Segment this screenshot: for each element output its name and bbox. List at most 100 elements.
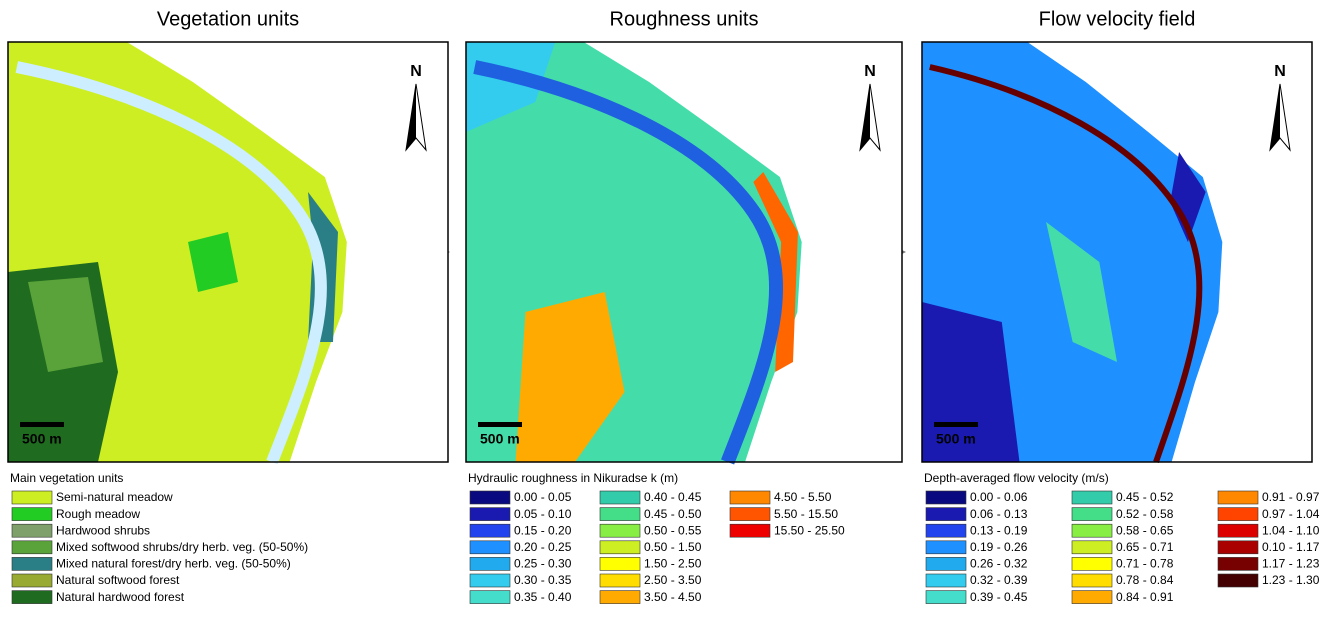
legend-swatch <box>1218 574 1258 587</box>
legend-label: 1.04 - 1.10 <box>1262 523 1320 537</box>
legend-label: 2.50 - 3.50 <box>644 573 702 587</box>
panel-title: Vegetation units <box>157 8 299 30</box>
panel: Vegetation units N 500 m Main vegetation un… <box>8 8 448 603</box>
legend-title: Hydraulic roughness in Nikuradse k (m) <box>468 471 678 485</box>
legend-swatch <box>12 574 52 587</box>
scale-label: 500 m <box>936 431 976 447</box>
legend-swatch <box>12 491 52 504</box>
north-label: N <box>1274 63 1286 80</box>
legend-label: 0.30 - 0.35 <box>514 573 572 587</box>
legend-label: Natural hardwood forest <box>56 590 185 604</box>
legend-swatch <box>470 491 510 504</box>
legend-title: Depth-averaged flow velocity (m/s) <box>924 471 1109 485</box>
legend-label: 0.45 - 0.50 <box>644 507 702 521</box>
legend-swatch <box>600 574 640 587</box>
legend-swatch <box>600 541 640 554</box>
legend-swatch <box>1072 591 1112 604</box>
legend-swatch <box>12 524 52 537</box>
legend-label: 0.20 - 0.25 <box>514 540 572 554</box>
legend-swatch <box>1218 491 1258 504</box>
legend-label: 0.15 - 0.20 <box>514 523 572 537</box>
map: N 500 m <box>922 42 1312 462</box>
legend-label: Rough meadow <box>56 507 140 521</box>
legend-label: 0.71 - 0.78 <box>1116 557 1174 571</box>
legend-label: 1.50 - 2.50 <box>644 557 702 571</box>
legend-label: 5.50 - 15.50 <box>774 507 838 521</box>
legend-label: Natural softwood forest <box>56 573 180 587</box>
legend-swatch <box>600 508 640 521</box>
legend-label: 0.40 - 0.45 <box>644 490 702 504</box>
legend-label: 4.50 - 5.50 <box>774 490 832 504</box>
scale-bar <box>20 422 64 427</box>
legend-swatch <box>470 541 510 554</box>
legend-swatch <box>1072 574 1112 587</box>
legend-swatch <box>600 591 640 604</box>
legend-title: Main vegetation units <box>10 471 123 485</box>
legend-label: 0.45 - 0.52 <box>1116 490 1174 504</box>
legend-swatch <box>926 591 966 604</box>
legend-swatch <box>926 557 966 570</box>
legend-swatch <box>730 491 770 504</box>
legend-label: 0.00 - 0.05 <box>514 490 572 504</box>
scale-label: 500 m <box>480 431 520 447</box>
panel: Roughness unitsN500 mHydraulic roughness… <box>466 8 902 603</box>
scale-bar <box>478 422 522 427</box>
legend-swatch <box>470 557 510 570</box>
legend-swatch <box>1072 491 1112 504</box>
legend-label: 0.84 - 0.91 <box>1116 590 1174 604</box>
legend-swatch <box>600 524 640 537</box>
legend-label: Semi-natural meadow <box>56 490 173 504</box>
legend-label: 0.10 - 1.17 <box>1262 540 1320 554</box>
legend-swatch <box>1218 541 1258 554</box>
legend-swatch <box>12 591 52 604</box>
legend-swatch <box>1072 524 1112 537</box>
legend-swatch <box>12 508 52 521</box>
legend-label: 0.58 - 0.65 <box>1116 523 1174 537</box>
panel: Flow velocity field N 500 m Depth-averaged … <box>922 8 1320 603</box>
legend-swatch <box>926 491 966 504</box>
legend-label: 0.32 - 0.39 <box>970 573 1028 587</box>
legend-swatch <box>470 591 510 604</box>
legend-label: 3.50 - 4.50 <box>644 590 702 604</box>
legend-swatch <box>470 508 510 521</box>
legend-swatch <box>470 574 510 587</box>
legend-swatch <box>730 508 770 521</box>
legend-label: 0.00 - 0.06 <box>970 490 1028 504</box>
legend-label: 0.65 - 0.71 <box>1116 540 1174 554</box>
legend-label: 0.91 - 0.97 <box>1262 490 1320 504</box>
legend-swatch <box>12 541 52 554</box>
legend-swatch <box>1072 508 1112 521</box>
legend-label: 0.39 - 0.45 <box>970 590 1028 604</box>
legend-swatch <box>730 524 770 537</box>
north-label: N <box>410 63 422 80</box>
legend-label: 15.50 - 25.50 <box>774 523 845 537</box>
legend-label: 0.19 - 0.26 <box>970 540 1028 554</box>
legend-swatch <box>470 524 510 537</box>
legend-label: Hardwood shrubs <box>56 523 150 537</box>
figure: Vegetation units N 500 m Main vegetation un… <box>0 0 1320 614</box>
legend-swatch <box>926 508 966 521</box>
legend-label: 0.78 - 0.84 <box>1116 573 1174 587</box>
north-label: N <box>864 63 876 80</box>
legend-label: 0.13 - 0.19 <box>970 523 1028 537</box>
legend-swatch <box>926 541 966 554</box>
map: N 500 m <box>466 42 902 462</box>
legend-label: 0.25 - 0.30 <box>514 557 572 571</box>
legend-label: Mixed natural forest/dry herb. veg. (50-… <box>56 557 291 571</box>
legend-swatch <box>926 524 966 537</box>
legend-label: 1.17 - 1.23 <box>1262 557 1320 571</box>
scale-label: 500 m <box>22 431 62 447</box>
legend-label: 0.26 - 0.32 <box>970 557 1028 571</box>
legend-label: Mixed softwood shrubs/dry herb. veg. (50… <box>56 540 308 554</box>
legend-label: 0.06 - 0.13 <box>970 507 1028 521</box>
legend-swatch <box>1072 541 1112 554</box>
legend-swatch <box>1072 557 1112 570</box>
legend-label: 0.05 - 0.10 <box>514 507 572 521</box>
legend-label: 0.35 - 0.40 <box>514 590 572 604</box>
legend-label: 0.50 - 1.50 <box>644 540 702 554</box>
legend-swatch <box>600 557 640 570</box>
panel-title: Flow velocity field <box>1039 8 1196 30</box>
legend-swatch <box>1218 524 1258 537</box>
legend-swatch <box>1218 508 1258 521</box>
legend-label: 0.97 - 1.04 <box>1262 507 1320 521</box>
